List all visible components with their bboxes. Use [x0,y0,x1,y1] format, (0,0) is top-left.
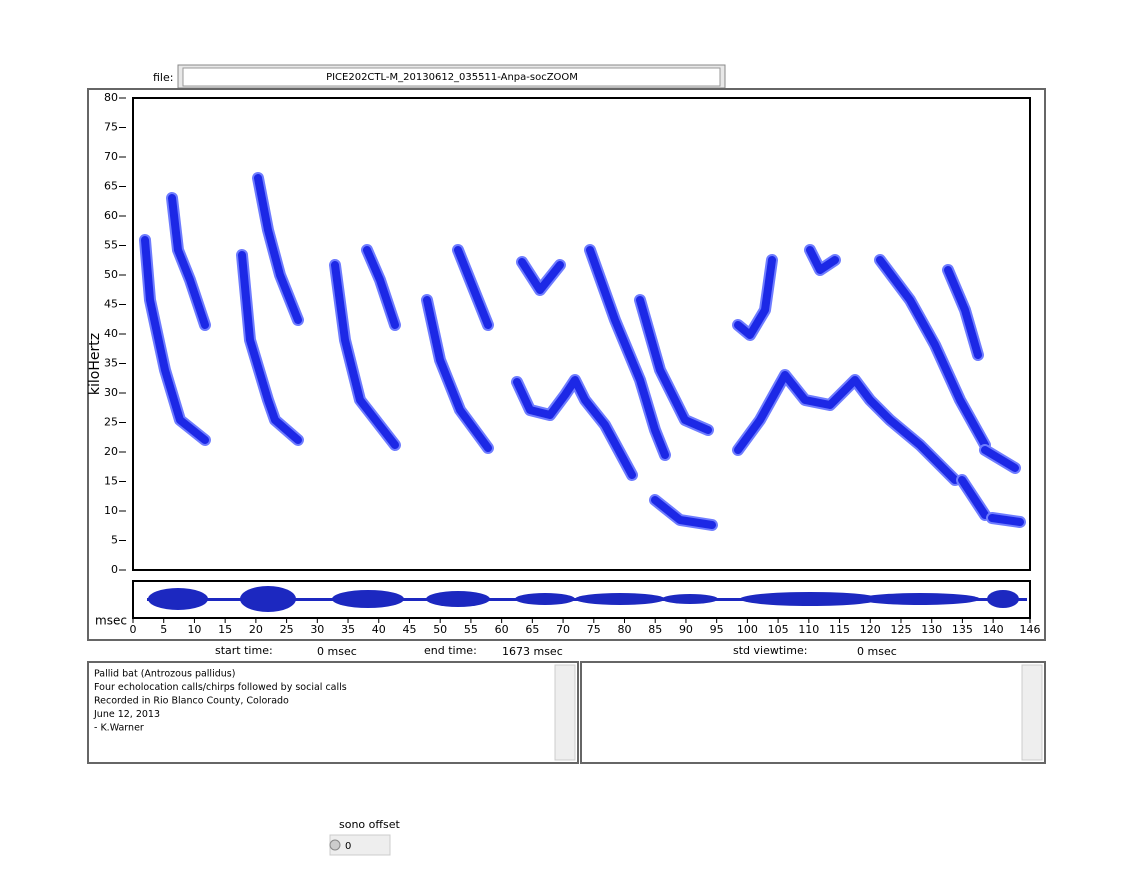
x-tick-label: 80 [618,623,632,636]
y-tick-label: 35 [104,357,118,370]
note-line: Four echolocation calls/chirps followed … [94,682,347,693]
y-tick-label: 25 [104,416,118,429]
y-tick-label: 45 [104,298,118,311]
notes-box-2[interactable] [580,661,1046,764]
sono-offset-spinner[interactable] [329,839,341,851]
x-tick-label: 135 [952,623,973,636]
y-tick-label: 65 [104,180,118,193]
x-tick-label: 25 [280,623,294,636]
file-field[interactable] [182,67,721,87]
trace [988,514,1024,526]
trace [636,296,712,434]
y-tick-label: 30 [104,386,118,399]
y-tick-label: 10 [104,504,118,517]
axes: 0 5 10 15 20 25 30 35 40 45 50 55 60 65 70 75 80 0 5 10 15 20… [104,91,1041,636]
x-tick-label: 110 [798,623,819,636]
x-tick-label: 90 [679,623,693,636]
x-tick-label: 55 [464,623,478,636]
trace [168,194,209,329]
trace [238,251,302,444]
note-line: June 12, 2013 [93,709,160,720]
x-tick-label: 125 [890,623,911,636]
y-tick-label: 50 [104,268,118,281]
x-tick-label: 85 [648,623,662,636]
sono-offset-value: 0 [345,841,351,852]
y-tick-label: 80 [104,91,118,104]
waveform [147,586,1027,612]
notes-scrollbar-2[interactable] [1021,664,1043,761]
notes-box[interactable] [87,661,579,764]
x-tick-label: 140 [983,623,1004,636]
note-line: - K.Warner [94,723,144,734]
x-tick-label: 50 [433,623,447,636]
file-name: PICE202CTL-M_20130612_035511-Anpa-socZOO… [326,72,578,83]
x-tick-label: 105 [768,623,789,636]
trace [806,246,839,274]
x-tick-label: 40 [372,623,386,636]
x-tick-label: 130 [921,623,942,636]
x-tick-label: 100 [737,623,758,636]
trace [981,446,1019,472]
x-tick-label: 115 [829,623,850,636]
y-tick-label: 60 [104,209,118,222]
x-tick-label: 0 [130,623,137,636]
trace [651,496,716,529]
trace [586,246,669,459]
trace [423,296,492,452]
x-tick-label: 70 [556,623,570,636]
trace [331,261,399,449]
y-axis-label: kiloHertz [87,333,103,395]
trace [513,376,636,479]
sono-offset-label: sono offset [339,818,400,831]
x-tick-label: 120 [860,623,881,636]
x-tick-label: 75 [587,623,601,636]
viewtime-value: 0 msec [857,645,897,658]
trace [454,246,492,329]
x-tick-label: 10 [187,623,201,636]
y-tick-label: 15 [104,475,118,488]
x-tick-label: 45 [402,623,416,636]
note-line: Pallid bat (Antrozous pallidus) [94,669,235,680]
y-tick-label: 75 [104,121,118,134]
y-tick-label: 40 [104,327,118,340]
trace [734,371,959,484]
x-tick-label: 5 [160,623,167,636]
x-tick-label: 30 [310,623,324,636]
file-label: file: [153,71,173,84]
y-tick-label: 5 [111,534,118,547]
y-tick-label: 0 [111,563,118,576]
x-tick-label: 65 [525,623,539,636]
x-tick-label: 15 [218,623,232,636]
notes-text: Pallid bat (Antrozous pallidus) Four echo… [93,669,347,734]
end-value: 1673 msec [502,645,563,658]
viewtime-label: std viewtime: [733,644,807,657]
x-tick-label: 95 [710,623,724,636]
y-tick-label: 20 [104,445,118,458]
start-value: 0 msec [317,645,357,658]
y-tick-label: 55 [104,239,118,252]
x-tick-label: 35 [341,623,355,636]
x-tick-label: 20 [249,623,263,636]
end-label: end time: [424,644,477,657]
notes-scrollbar[interactable] [554,664,576,761]
y-tick-label: 70 [104,150,118,163]
trace [876,256,989,449]
trace [254,174,302,324]
trace [141,236,209,444]
trace [944,266,982,359]
trace [734,256,776,339]
start-label: start time: [215,644,273,657]
note-line: Recorded in Rio Blanco County, Colorado [94,696,289,707]
x-axis-unit: msec [95,614,127,628]
x-tick-label: 60 [495,623,509,636]
trace [518,258,564,294]
spectrogram-traces [139,172,1026,531]
x-tick-label: 146 [1020,623,1041,636]
trace [958,476,989,519]
spectrogram-plot [132,97,1031,571]
trace [363,246,399,329]
